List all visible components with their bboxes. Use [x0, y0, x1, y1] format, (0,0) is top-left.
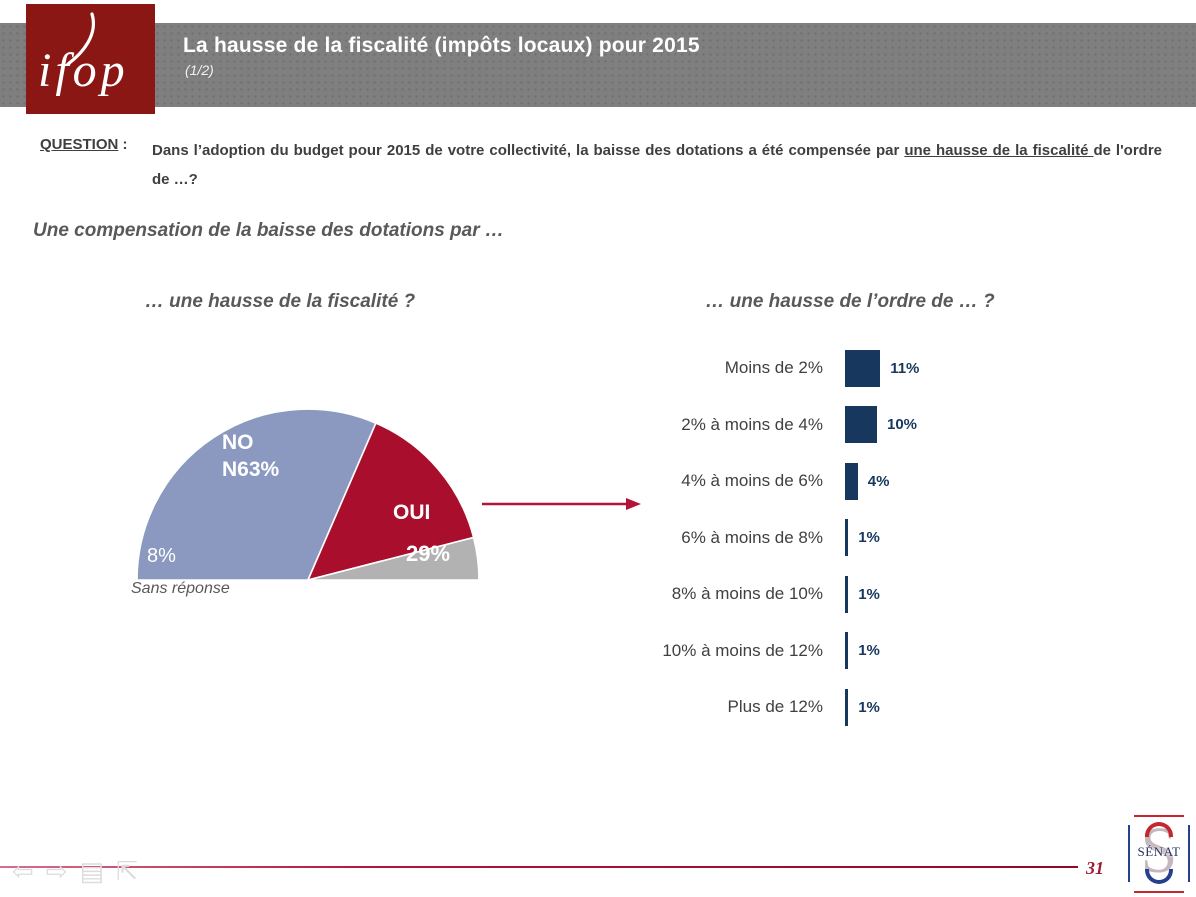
bar: [845, 632, 849, 670]
bar-row: 6% à moins de 8% 1%: [633, 510, 1053, 567]
bar-category-label: 2% à moins de 4%: [681, 414, 823, 434]
bar-category-label: 10% à moins de 12%: [662, 640, 823, 660]
footer-divider: [0, 866, 1078, 868]
bar-value-label: 1%: [858, 698, 880, 716]
bar: [845, 349, 881, 387]
senat-line-top: [1134, 815, 1184, 817]
pie-chart-heading: … une hausse de la fiscalité ?: [144, 291, 416, 312]
pie-slice-non: [136, 408, 377, 581]
bar-category-label: 6% à moins de 8%: [681, 527, 823, 547]
bar-track: 4%: [845, 462, 890, 500]
page-number: 31: [1086, 858, 1104, 878]
bar: [845, 462, 858, 500]
bar-track: 1%: [845, 575, 880, 613]
pie-label-sans-reponse: Sans réponse: [131, 580, 230, 597]
bar: [845, 519, 849, 557]
ifop-logo: ifop: [26, 4, 155, 114]
senat-wordmark: SÉNAT: [1137, 844, 1181, 859]
senat-arc-red: [1145, 822, 1173, 837]
bar: [845, 575, 849, 613]
bar-chart: Moins de 2% 11% 2% à moins de 4% 10% 4% à mo…: [633, 340, 1053, 736]
bar: [845, 688, 849, 726]
ifop-swoosh: [66, 12, 95, 66]
question-text: Dans l’adoption du budget pour 2015 de v…: [152, 142, 1163, 189]
bar-track: 1%: [845, 632, 880, 670]
bar-row: 2% à moins de 4% 10%: [633, 397, 1053, 454]
bar-row: 4% à moins de 6% 4%: [633, 453, 1053, 510]
bar-value-label: 4%: [867, 472, 890, 490]
question-block: QUESTION : Dans l’adoption du budget pou…: [40, 136, 1162, 195]
half-pie-chart: NO N63% OUI 29% 8% Sans réponse: [131, 404, 483, 609]
bar-row: Plus de 12% 1%: [633, 679, 1053, 736]
nav-menu-icon[interactable]: ▤: [79, 856, 105, 886]
half-pie-svg: [136, 408, 480, 582]
bar: [845, 406, 877, 444]
nav-view-icon[interactable]: ⇱: [116, 856, 138, 886]
bar-category-label: Moins de 2%: [724, 358, 823, 378]
senat-arc-blue: [1145, 869, 1173, 884]
bar-value-label: 1%: [858, 529, 880, 547]
intro-line: Une compensation de la baisse des dotati…: [33, 220, 504, 241]
pie-label-non: NO N63%: [222, 431, 280, 481]
bar-value-label: 1%: [858, 585, 880, 603]
bar-category-label: 8% à moins de 10%: [671, 584, 823, 604]
page-title: La hausse de la fiscalité (impôts locaux…: [183, 34, 700, 57]
senat-line-bottom: [1134, 891, 1184, 893]
bar-row: Moins de 2% 11%: [633, 340, 1053, 397]
bar-category-label: Plus de 12%: [727, 697, 823, 717]
pie-value-oui: 29%: [406, 541, 451, 566]
bar-row: 8% à moins de 10% 1%: [633, 566, 1053, 623]
nav-prev-icon[interactable]: ⇦: [12, 856, 34, 886]
senat-line-right: [1188, 825, 1190, 882]
bar-chart-heading: … une hausse de l’ordre de … ?: [705, 291, 995, 312]
bar-track: 1%: [845, 519, 880, 557]
bar-track: 1%: [845, 688, 880, 726]
nav-next-icon[interactable]: ⇨: [45, 856, 68, 886]
page-fraction: (1/2): [185, 62, 214, 78]
bar-row: 10% à moins de 12% 1%: [633, 623, 1053, 680]
ifop-logo-art: ifop: [38, 12, 129, 97]
pie-value-sans-reponse: 8%: [147, 545, 176, 567]
bar-value-label: 10%: [887, 416, 918, 434]
pie-label-oui: OUI: [393, 501, 431, 524]
senat-logo: S SÉNAT: [1128, 814, 1190, 893]
bar-category-label: 4% à moins de 6%: [681, 471, 823, 491]
bar-track: 11%: [845, 349, 920, 387]
header-bar: [0, 23, 1196, 107]
arrow-icon: [482, 498, 641, 510]
bar-value-label: 1%: [858, 642, 880, 660]
question-label: QUESTION :: [40, 136, 128, 153]
bar-track: 10%: [845, 406, 918, 444]
senat-line-left: [1128, 825, 1130, 882]
ifop-logo-text: ifop: [38, 44, 129, 97]
pie-slice-oui: [306, 422, 475, 582]
slide-nav: ⇦ ⇨ ▤ ⇱: [12, 852, 138, 890]
pie-slice-sans-r-ponse: [307, 536, 480, 581]
bar-value-label: 11%: [890, 359, 920, 377]
